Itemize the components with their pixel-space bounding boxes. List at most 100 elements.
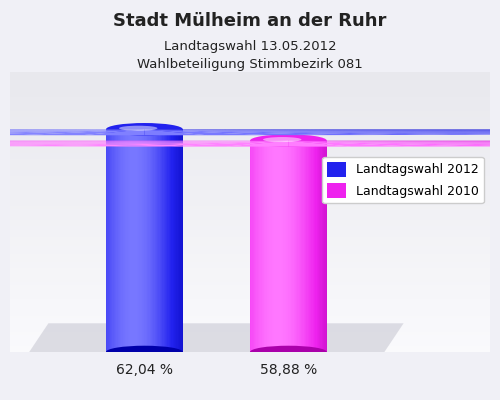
Bar [10,173,490,176]
Bar [308,141,310,352]
Bar [263,141,264,352]
Polygon shape [29,323,404,352]
Bar [10,75,490,78]
Bar [138,129,140,352]
Wedge shape [102,140,298,146]
Wedge shape [0,140,325,143]
Bar [273,141,275,352]
Bar [278,141,280,352]
Bar [10,78,490,80]
Bar [324,141,326,352]
Wedge shape [226,140,292,147]
Wedge shape [0,129,170,134]
Wedge shape [271,140,500,146]
Bar [10,117,490,120]
Bar [254,141,256,352]
Bar [134,129,136,352]
Bar [10,218,490,220]
Text: 58,88 %: 58,88 % [260,363,317,377]
Wedge shape [0,140,316,145]
Bar [120,129,122,352]
Bar [10,327,490,330]
Bar [10,176,490,178]
Wedge shape [0,140,324,143]
Bar [264,141,266,352]
Bar [10,201,490,204]
Bar [10,299,490,302]
Wedge shape [0,129,180,132]
Bar [10,162,490,164]
Bar [136,129,138,352]
Ellipse shape [119,126,158,131]
Bar [129,129,131,352]
Bar [10,324,490,327]
Bar [10,282,490,285]
Bar [122,129,124,352]
Wedge shape [252,140,500,143]
Wedge shape [250,140,500,142]
Bar [10,204,490,206]
Bar [166,129,168,352]
Bar [110,129,112,352]
Wedge shape [112,129,500,133]
Bar [318,141,320,352]
Bar [10,120,490,122]
Bar [10,223,490,226]
Wedge shape [254,140,500,144]
Wedge shape [256,140,500,144]
Wedge shape [0,129,182,130]
Bar [10,195,490,198]
Bar [276,141,278,352]
Wedge shape [127,129,500,135]
Bar [140,129,141,352]
Bar [10,167,490,170]
Bar [147,129,148,352]
Bar [178,129,180,352]
Bar [10,257,490,260]
Bar [172,129,174,352]
Bar [108,129,109,352]
Bar [282,141,284,352]
Bar [10,310,490,313]
Wedge shape [258,140,500,144]
Bar [10,268,490,271]
Wedge shape [268,140,500,146]
Bar [262,141,264,352]
Bar [10,212,490,215]
Bar [10,190,490,192]
Bar [154,129,155,352]
Bar [165,129,166,352]
Bar [272,141,274,352]
Bar [255,141,257,352]
Bar [111,129,113,352]
Bar [151,129,152,352]
Bar [10,178,490,181]
Bar [10,293,490,296]
Bar [287,141,289,352]
Wedge shape [109,129,500,132]
Bar [10,86,490,89]
Bar [10,83,490,86]
Bar [277,141,278,352]
Bar [250,141,252,352]
Bar [10,285,490,288]
Wedge shape [0,129,178,132]
Bar [326,141,328,352]
Bar [142,129,144,352]
Bar [309,141,310,352]
Wedge shape [266,140,500,146]
Bar [10,318,490,321]
Bar [316,141,318,352]
Bar [258,141,260,352]
Wedge shape [280,140,475,146]
Bar [10,251,490,254]
Bar [301,141,303,352]
Bar [270,141,272,352]
Bar [10,139,490,142]
Bar [298,141,300,352]
Bar [10,114,490,117]
Wedge shape [0,140,322,144]
Bar [10,89,490,92]
Bar [10,220,490,223]
Bar [10,181,490,184]
